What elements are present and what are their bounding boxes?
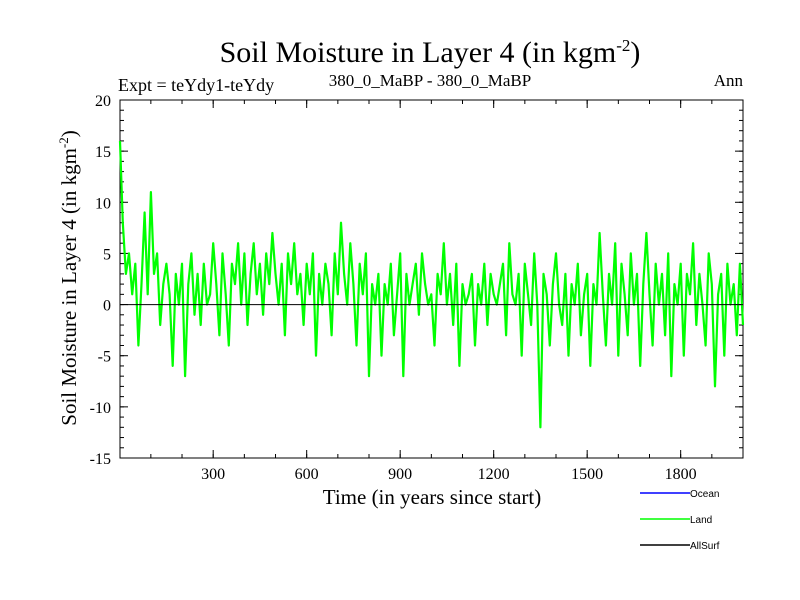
- x-tick-label: 1800: [665, 466, 697, 483]
- x-tick-label: 300: [201, 466, 225, 483]
- x-axis-ticks: 300 600 900 1200 1500 1800: [201, 100, 697, 483]
- x-axis-label: Time (in years since start): [323, 485, 542, 509]
- y-tick-label: 5: [103, 246, 111, 263]
- chart-subtitle: 380_0_MaBP - 380_0_MaBP: [329, 71, 531, 90]
- legend-label-land: Land: [690, 515, 712, 526]
- series-layer: [118, 140, 745, 429]
- period-label: Ann: [714, 71, 744, 90]
- expt-label: Expt = teYdy1-teYdy: [118, 75, 274, 95]
- legend-label-ocean: Ocean: [690, 489, 719, 500]
- y-tick-label: -10: [90, 400, 111, 417]
- x-tick-label: 900: [388, 466, 412, 483]
- y-tick-label: 20: [95, 93, 111, 110]
- y-tick-label: 15: [95, 144, 111, 161]
- y-tick-label: 0: [103, 298, 111, 315]
- chart-title: Soil Moisture in Layer 4 (in kgm-2): [220, 36, 641, 69]
- y-tick-label: 10: [95, 195, 111, 212]
- x-tick-label: 600: [295, 466, 319, 483]
- x-tick-label: 1500: [571, 466, 603, 483]
- series-line-land: [118, 140, 745, 429]
- x-tick-label: 1200: [478, 466, 510, 483]
- y-tick-label: -5: [98, 349, 111, 366]
- legend: Ocean Land AllSurf: [640, 489, 720, 552]
- y-axis-ticks: 20 15 10 5 0 -5 -10 -15: [90, 93, 743, 468]
- y-axis-label: Soil Moisture in Layer 4 (in kgm-2): [56, 130, 81, 425]
- y-tick-label: -15: [90, 451, 111, 468]
- legend-label-allsurf: AllSurf: [690, 541, 720, 552]
